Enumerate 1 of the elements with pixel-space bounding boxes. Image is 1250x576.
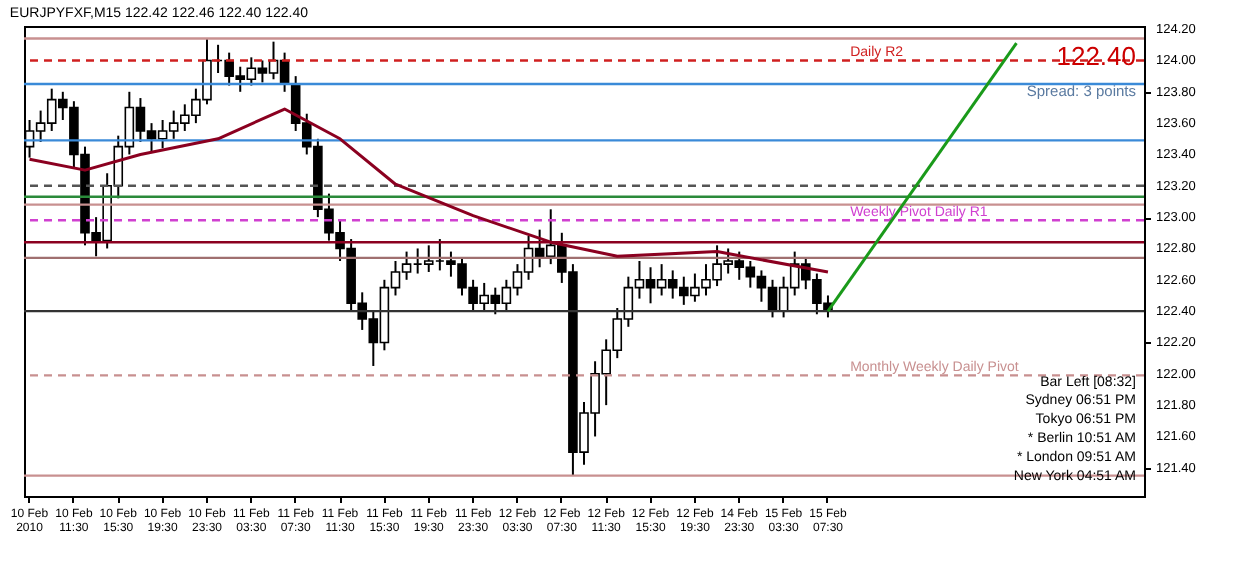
annotation: 122.40 bbox=[1056, 41, 1136, 72]
